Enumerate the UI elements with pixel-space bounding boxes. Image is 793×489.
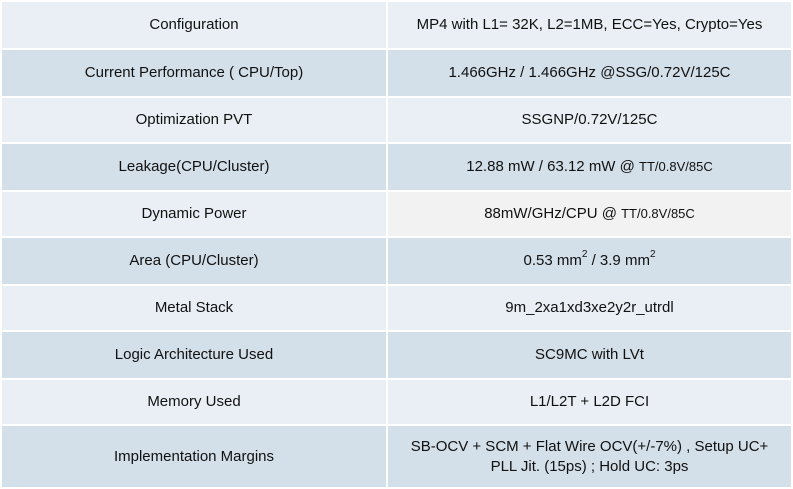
table-row-dynamic-power: Dynamic Power 88mW/GHz/CPU @ TT/0.8V/85C (0, 190, 793, 238)
value-area-sep: / 3.9 mm (587, 252, 650, 269)
row-label: Configuration (0, 0, 388, 50)
table-row-leakage: Leakage(CPU/Cluster) 12.88 mW / 63.12 mW… (0, 142, 793, 192)
value-area-sup-b: 2 (649, 249, 656, 260)
row-label: Memory Used (0, 378, 388, 426)
row-label: Area (CPU/Cluster) (0, 236, 388, 286)
row-label: Leakage(CPU/Cluster) (0, 142, 388, 192)
value-line-2: PLL Jit. (15ps) ; Hold UC: 3ps (490, 457, 689, 475)
row-value: 9m_2xa1xd3xe2y2r_utrdl (386, 284, 793, 332)
row-value: SSGNP/0.72V/125C (386, 96, 793, 144)
value-pvt-small: TT/0.8V/85C (639, 159, 713, 174)
table-row-memory-used: Memory Used L1/L2T + L2D FCI (0, 378, 793, 426)
value-area-a: 0.53 mm (523, 252, 582, 269)
row-label: Logic Architecture Used (0, 330, 388, 380)
table-row-metal-stack: Metal Stack 9m_2xa1xd3xe2y2r_utrdl (0, 284, 793, 332)
table-row-area: Area (CPU/Cluster) 0.53 mm2 / 3.9 mm2 (0, 236, 793, 286)
table-row-configuration: Configuration MP4 with L1= 32K, L2=1MB, … (0, 0, 793, 50)
row-label: Dynamic Power (0, 190, 388, 238)
value-line-1: SB-OCV + SCM + Flat Wire OCV(+/-7%) , Se… (410, 437, 769, 455)
value-area-sup-a: 2 (581, 249, 588, 260)
row-value: 12.88 mW / 63.12 mW @ TT/0.8V/85C (386, 142, 793, 192)
table-row-current-performance: Current Performance ( CPU/Top) 1.466GHz … (0, 48, 793, 98)
row-label: Implementation Margins (0, 424, 388, 489)
row-value: MP4 with L1= 32K, L2=1MB, ECC=Yes, Crypt… (386, 0, 793, 50)
row-value: 0.53 mm2 / 3.9 mm2 (386, 236, 793, 286)
row-value: SC9MC with LVt (386, 330, 793, 380)
value-main: 88mW/GHz/CPU @ (484, 205, 622, 222)
table-row-implementation-margins: Implementation Margins SB-OCV + SCM + Fl… (0, 424, 793, 489)
table-row-optimization-pvt: Optimization PVT SSGNP/0.72V/125C (0, 96, 793, 144)
value-pvt-small: TT/0.8V/85C (621, 206, 695, 221)
row-label: Optimization PVT (0, 96, 388, 144)
row-label: Current Performance ( CPU/Top) (0, 48, 388, 98)
row-value: SB-OCV + SCM + Flat Wire OCV(+/-7%) , Se… (386, 424, 793, 489)
row-label: Metal Stack (0, 284, 388, 332)
table-row-logic-architecture: Logic Architecture Used SC9MC with LVt (0, 330, 793, 380)
row-value: L1/L2T + L2D FCI (386, 378, 793, 426)
row-value: 1.466GHz / 1.466GHz @SSG/0.72V/125C (386, 48, 793, 98)
row-value: 88mW/GHz/CPU @ TT/0.8V/85C (386, 190, 793, 238)
value-main: 12.88 mW / 63.12 mW @ (466, 158, 640, 175)
